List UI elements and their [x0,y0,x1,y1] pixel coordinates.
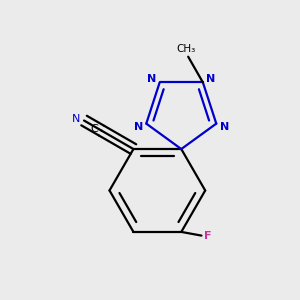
Text: N: N [134,122,143,132]
Text: F: F [205,231,212,241]
Text: N: N [220,122,229,132]
Text: CH₃: CH₃ [177,44,196,54]
Text: C: C [90,124,98,134]
Text: N: N [147,74,156,84]
Text: N: N [72,114,80,124]
Text: N: N [206,74,215,84]
